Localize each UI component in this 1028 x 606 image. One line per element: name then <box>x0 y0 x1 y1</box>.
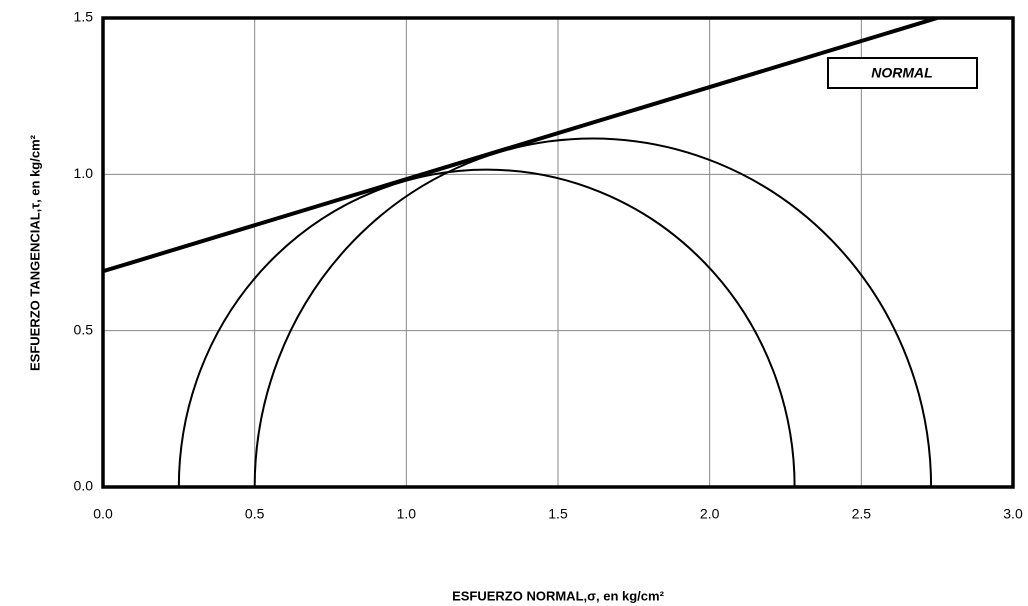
y-tick-label: 1.5 <box>74 9 94 25</box>
x-tick-label: 0.0 <box>93 506 113 522</box>
y-tick-label: 0.0 <box>74 478 94 494</box>
annotation-box <box>827 57 978 89</box>
mohr-circle <box>253 138 933 488</box>
y-tick-label: 1.0 <box>74 165 94 181</box>
x-tick-label: 3.0 <box>1003 506 1023 522</box>
x-tick-label: 1.0 <box>397 506 417 522</box>
x-tick-label: 0.5 <box>245 506 265 522</box>
y-axis-label: ESFUERZO TANGENCIAL,τ, en kg/cm² <box>27 134 42 371</box>
x-tick-label: 2.0 <box>700 506 720 522</box>
mohr-circle <box>177 168 796 488</box>
failure-envelope <box>103 18 938 274</box>
x-axis-label: ESFUERZO NORMAL,σ, en kg/cm² <box>452 588 665 603</box>
annotation: NORMAL <box>871 65 932 81</box>
x-tick-label: 1.5 <box>548 506 568 522</box>
x-tick-label: 2.5 <box>852 506 872 522</box>
y-tick-label: 0.5 <box>74 321 94 337</box>
plot-frame <box>101 16 1015 489</box>
